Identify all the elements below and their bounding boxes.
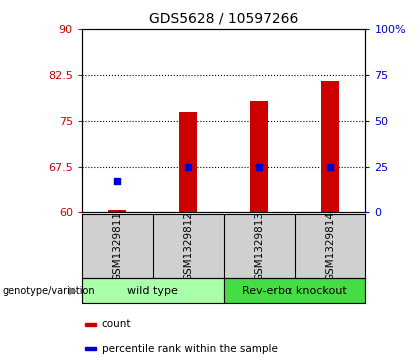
Text: count: count xyxy=(102,319,131,329)
Point xyxy=(114,178,121,183)
Bar xyxy=(108,210,126,212)
Text: Rev-erbα knockout: Rev-erbα knockout xyxy=(242,286,347,296)
Text: GSM1329811: GSM1329811 xyxy=(112,211,122,281)
Text: wild type: wild type xyxy=(127,286,178,296)
Text: GSM1329812: GSM1329812 xyxy=(183,211,193,281)
Bar xyxy=(85,323,96,326)
Text: ▶: ▶ xyxy=(69,286,78,296)
Bar xyxy=(82,278,224,303)
Title: GDS5628 / 10597266: GDS5628 / 10597266 xyxy=(149,11,298,25)
Bar xyxy=(85,347,96,350)
Bar xyxy=(250,101,268,212)
Bar xyxy=(224,278,365,303)
Point xyxy=(327,164,333,170)
Text: percentile rank within the sample: percentile rank within the sample xyxy=(102,344,278,354)
Bar xyxy=(179,111,197,212)
Text: GSM1329813: GSM1329813 xyxy=(254,211,264,281)
Text: genotype/variation: genotype/variation xyxy=(2,286,95,296)
Point xyxy=(185,164,192,170)
Text: GSM1329814: GSM1329814 xyxy=(325,211,335,281)
Point xyxy=(256,164,262,170)
Bar xyxy=(321,81,339,212)
